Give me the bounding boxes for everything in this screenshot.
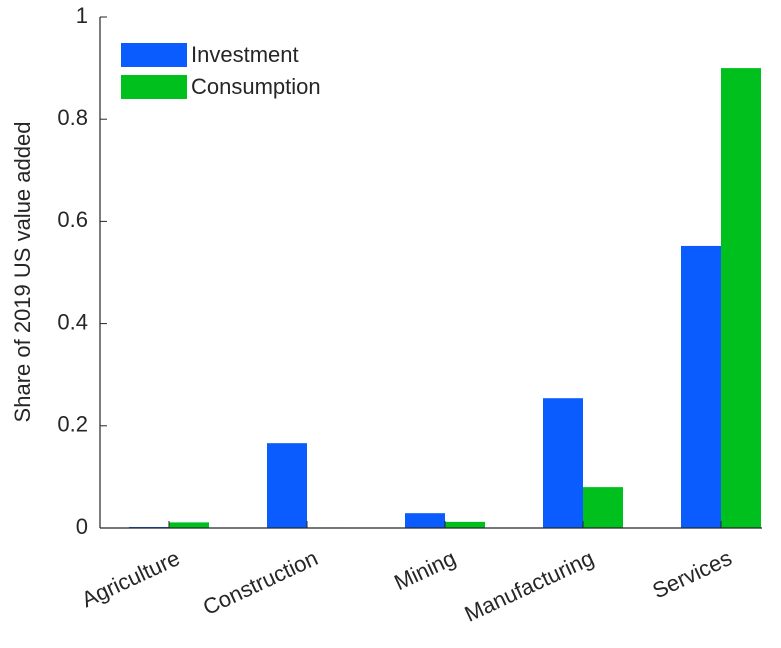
bar [267,443,307,528]
legend-label: Investment [191,42,299,67]
y-axis-label: Share of 2019 US value added [10,122,35,423]
bar [169,522,209,528]
x-tick-label: Construction [199,545,322,620]
y-tick-label: 0 [76,514,88,539]
bar [543,398,583,528]
y-tick-label: 0.6 [57,207,88,232]
bar [721,68,761,528]
bar [681,245,721,529]
bar [445,521,485,528]
legend-swatch [121,75,187,99]
x-tick-label: Services [649,545,736,603]
bar [583,487,623,528]
y-tick-label: 0.4 [57,309,88,334]
bar [405,513,445,528]
y-tick-label: 1 [76,3,88,28]
x-tick-label: Mining [390,545,459,595]
legend-swatch [121,43,187,67]
x-tick-label: Agriculture [78,545,184,612]
y-tick-label: 0.8 [57,105,88,130]
y-tick-label: 0.2 [57,412,88,437]
x-tick-label: Manufacturing [461,545,598,627]
legend-label: Consumption [191,74,321,99]
